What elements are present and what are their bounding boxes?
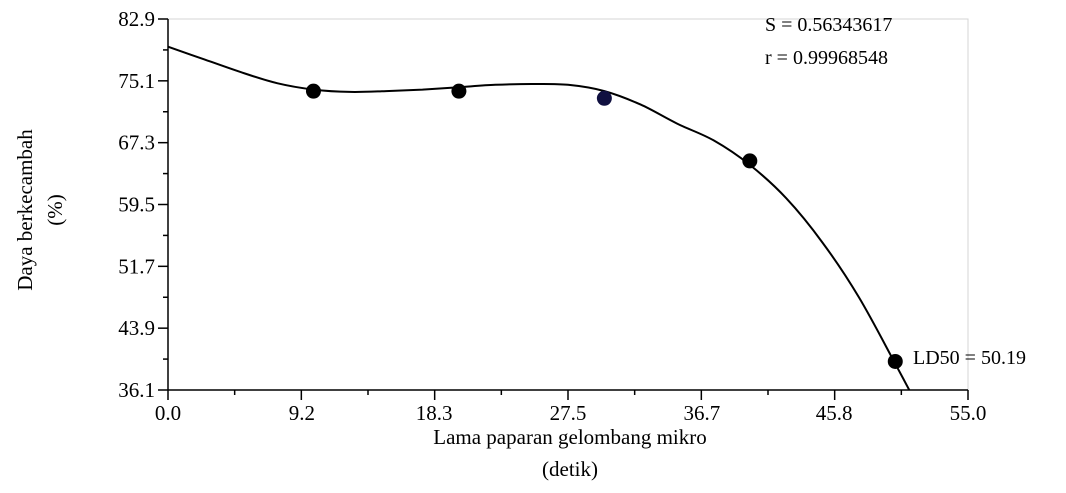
y-tick-label: 43.9: [118, 316, 155, 340]
data-points: [305, 83, 903, 369]
y-tick-label: 36.1: [118, 378, 155, 402]
plot-frame: [167, 18, 969, 391]
y-tick-label: 75.1: [118, 69, 155, 93]
data-point: [887, 353, 903, 369]
y-tick-label: 82.9: [118, 7, 155, 31]
x-tick-label: 27.5: [550, 401, 587, 425]
x-tick-label: 45.8: [816, 401, 853, 425]
y-axis: 82.9 75.1 67.3 59.5 51.7 43.9 36.1: [118, 7, 169, 402]
x-tick-label: 0.0: [155, 401, 181, 425]
x-tick-label: 18.3: [416, 401, 453, 425]
stat-s-label: S = 0.56343617: [765, 14, 892, 36]
x-axis: 0.0 9.2 18.3 27.5 36.7 45.8 55.0: [155, 389, 987, 425]
y-tick-label: 51.7: [118, 254, 155, 278]
data-point: [451, 83, 467, 99]
x-axis-title-line-1: Lama paparan gelombang mikro: [433, 425, 706, 449]
stat-r-label: r = 0.99968548: [765, 47, 888, 69]
ld50-label: LD50 = 50.19: [913, 347, 1026, 369]
y-axis-title-line-1: Daya berkecambah: [13, 129, 37, 291]
x-tick-label: 55.0: [950, 401, 987, 425]
y-axis-title-line-2: (%): [43, 194, 67, 225]
data-point: [742, 153, 758, 169]
data-point: [305, 83, 321, 99]
y-tick-label: 67.3: [118, 131, 155, 155]
data-point: [596, 90, 612, 106]
fit-curve: [168, 45, 911, 390]
x-tick-label: 9.2: [289, 401, 315, 425]
y-tick-label: 59.5: [118, 193, 155, 217]
x-tick-label: 36.7: [683, 401, 720, 425]
x-axis-title-line-2: (detik): [542, 457, 598, 481]
